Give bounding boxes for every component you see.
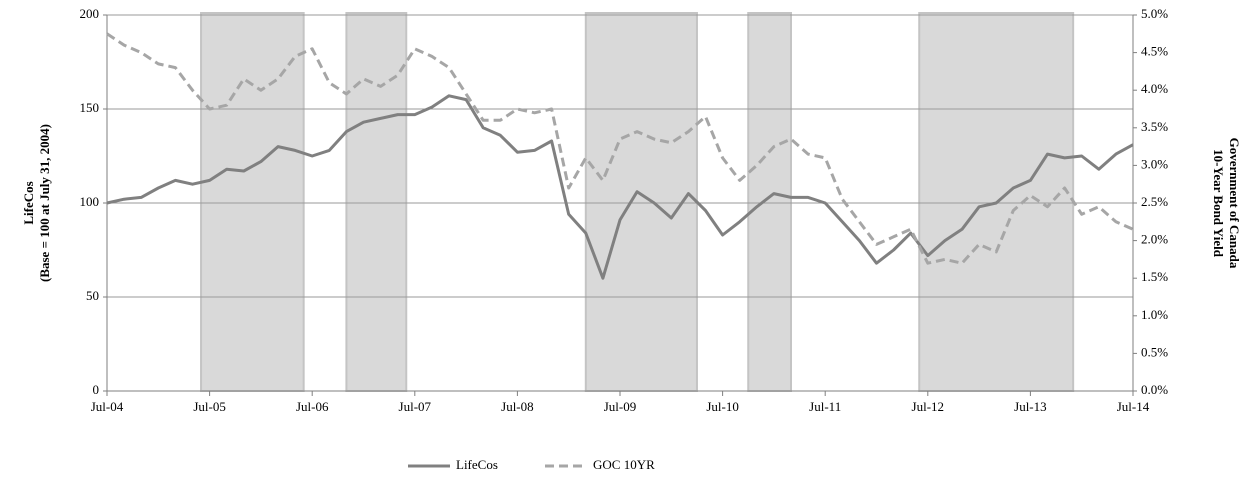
y-tick-label: 50 — [86, 288, 99, 303]
x-tick-label: Jul-10 — [706, 399, 739, 414]
y2-tick-label: 2.5% — [1141, 194, 1168, 209]
y-tick-label: 200 — [80, 6, 100, 21]
x-tick-label: Jul-07 — [399, 399, 432, 414]
y2-tick-label: 4.5% — [1141, 44, 1168, 59]
x-tick-label: Jul-04 — [91, 399, 124, 414]
y-tick-label: 150 — [80, 100, 100, 115]
shaded-period — [747, 12, 792, 392]
y2-tick-label: 1.5% — [1141, 269, 1168, 284]
x-tick-label: Jul-11 — [809, 399, 841, 414]
y2-tick-label: 3.0% — [1141, 156, 1168, 171]
y2-axis-title: Government of Canada — [1227, 138, 1242, 269]
x-tick-label: Jul-12 — [912, 399, 945, 414]
y2-tick-label: 5.0% — [1141, 6, 1168, 21]
x-tick-label: Jul-13 — [1014, 399, 1047, 414]
shaded-period — [200, 12, 305, 392]
y-tick-label: 0 — [93, 382, 100, 397]
shaded-period — [345, 12, 408, 392]
x-tick-label: Jul-06 — [296, 399, 329, 414]
series-line — [106, 94, 1134, 280]
y2-tick-label: 1.0% — [1141, 307, 1168, 322]
x-tick-label: Jul-09 — [604, 399, 637, 414]
y2-tick-label: 4.0% — [1141, 81, 1168, 96]
left-axis-title: LifeCos (Base = 100 at July 31, 2004) — [21, 124, 52, 282]
x-tick-label: Jul-05 — [193, 399, 226, 414]
y2-tick-label: 2.0% — [1141, 232, 1168, 247]
shaded-period — [584, 12, 698, 392]
y-tick-label: 100 — [80, 194, 100, 209]
y2-tick-label: 3.5% — [1141, 119, 1168, 134]
y2-tick-label: 0.0% — [1141, 382, 1168, 397]
x-tick-label: Jul-14 — [1117, 399, 1150, 414]
x-tick-label: Jul-08 — [501, 399, 534, 414]
y2-axis-title: 10-Year Bond Yield — [1211, 149, 1226, 258]
legend-label: GOC 10YR — [593, 457, 655, 472]
y-axis-title: (Base = 100 at July 31, 2004) — [37, 124, 52, 282]
right-axis-title: Government of Canada 10-Year Bond Yield — [1211, 138, 1242, 269]
y-axis-title: LifeCos — [21, 181, 36, 224]
y2-tick-label: 0.5% — [1141, 344, 1168, 359]
legend-label: LifeCos — [456, 457, 498, 472]
